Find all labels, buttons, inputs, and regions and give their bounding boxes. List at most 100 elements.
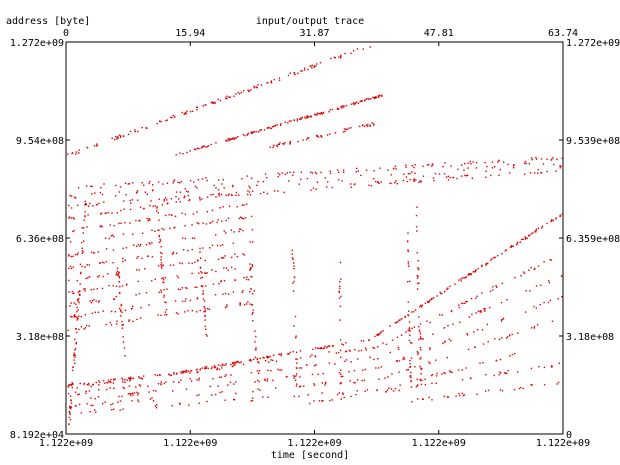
data-point xyxy=(463,394,466,396)
data-point xyxy=(239,216,242,218)
data-point xyxy=(529,172,532,174)
data-point xyxy=(100,212,103,214)
data-point xyxy=(201,178,204,180)
data-point xyxy=(204,285,207,287)
data-point xyxy=(160,262,163,264)
data-point xyxy=(149,243,151,245)
data-point xyxy=(416,206,418,208)
data-point xyxy=(75,153,77,155)
data-point xyxy=(145,244,148,246)
data-point xyxy=(458,392,460,395)
data-point xyxy=(218,364,220,366)
data-point xyxy=(313,400,315,402)
data-point xyxy=(254,330,256,332)
data-point xyxy=(350,361,352,363)
data-point xyxy=(215,196,217,198)
data-point xyxy=(522,238,524,240)
data-point xyxy=(117,401,119,403)
data-point xyxy=(251,132,253,134)
data-point xyxy=(395,168,397,170)
data-point xyxy=(248,191,251,193)
data-point xyxy=(74,362,76,364)
data-point xyxy=(83,219,85,221)
data-point xyxy=(79,290,81,292)
data-point xyxy=(264,360,267,362)
data-point xyxy=(175,201,177,203)
data-point xyxy=(415,179,417,181)
data-point xyxy=(68,279,70,282)
data-point xyxy=(249,187,251,189)
data-point xyxy=(139,377,141,379)
data-point xyxy=(457,369,460,371)
data-point xyxy=(224,292,227,295)
data-point xyxy=(292,174,294,177)
data-point xyxy=(504,372,507,374)
data-point xyxy=(276,144,278,147)
data-point xyxy=(70,399,72,402)
data-point xyxy=(363,340,365,342)
data-point xyxy=(250,215,253,218)
data-point xyxy=(373,97,375,99)
data-point xyxy=(428,164,430,166)
data-point xyxy=(503,161,505,163)
data-point xyxy=(122,408,124,410)
data-point xyxy=(339,339,342,341)
data-point xyxy=(464,174,466,177)
data-point xyxy=(183,370,185,372)
data-point xyxy=(313,383,315,385)
data-point xyxy=(422,338,424,340)
data-point xyxy=(432,164,434,166)
data-point xyxy=(433,297,435,299)
data-point xyxy=(372,96,374,98)
data-point xyxy=(70,195,73,197)
data-point xyxy=(524,236,526,238)
data-point xyxy=(434,172,437,175)
data-point xyxy=(172,114,174,117)
data-point xyxy=(329,399,331,402)
data-point xyxy=(449,285,451,288)
data-point xyxy=(140,377,143,380)
data-point xyxy=(247,132,249,135)
data-point xyxy=(251,265,254,267)
data-point xyxy=(143,184,145,186)
data-point xyxy=(127,183,129,185)
data-point xyxy=(337,179,340,181)
data-point xyxy=(186,371,188,373)
data-point xyxy=(342,344,345,346)
data-point xyxy=(314,347,317,349)
data-point xyxy=(103,183,105,185)
data-point xyxy=(279,174,281,176)
data-point xyxy=(112,382,115,384)
data-point xyxy=(172,264,175,266)
data-point xyxy=(312,348,314,351)
data-point xyxy=(535,158,538,160)
data-point xyxy=(196,394,198,397)
data-point xyxy=(175,373,178,375)
data-point xyxy=(467,274,469,276)
data-point xyxy=(247,89,249,91)
data-point xyxy=(385,343,388,345)
data-point xyxy=(199,197,201,199)
data-point xyxy=(427,300,429,303)
data-point xyxy=(505,337,508,339)
data-point xyxy=(259,357,261,360)
data-point xyxy=(340,295,342,298)
data-point xyxy=(266,357,269,359)
data-point xyxy=(485,263,487,265)
data-point xyxy=(126,379,128,381)
data-point xyxy=(356,48,359,50)
data-point xyxy=(398,319,400,322)
data-point xyxy=(378,378,380,381)
data-point xyxy=(499,168,501,171)
data-point xyxy=(183,311,186,313)
data-point xyxy=(368,339,370,341)
data-point xyxy=(280,123,282,125)
data-point xyxy=(109,321,112,324)
data-point xyxy=(362,48,364,50)
data-point xyxy=(491,161,494,163)
data-point xyxy=(171,117,173,119)
data-point xyxy=(181,111,183,114)
data-point xyxy=(243,254,246,256)
data-point xyxy=(106,381,108,384)
data-point xyxy=(118,281,120,283)
